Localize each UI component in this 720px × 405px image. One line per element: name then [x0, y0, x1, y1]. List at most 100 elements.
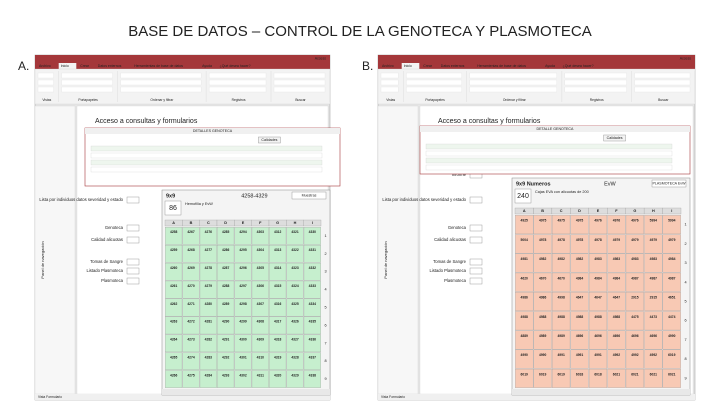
grid-cell[interactable]: [570, 311, 589, 331]
grid-cell[interactable]: [644, 215, 663, 235]
grid-cell[interactable]: [533, 215, 552, 235]
grid-cell[interactable]: [269, 316, 287, 335]
grid-cell[interactable]: [662, 253, 681, 273]
ribbon-button[interactable]: [120, 79, 202, 86]
grid-cell[interactable]: [286, 370, 304, 388]
grid-cell[interactable]: [607, 215, 626, 235]
grid-cell[interactable]: [269, 298, 287, 317]
ribbon-button[interactable]: [469, 86, 558, 93]
ribbon-button[interactable]: [564, 86, 627, 93]
grid-cell[interactable]: [234, 316, 252, 335]
grid-cell[interactable]: [217, 227, 235, 245]
grid-cell[interactable]: [552, 234, 571, 254]
grid-cell[interactable]: [662, 272, 681, 292]
grid-cell[interactable]: [269, 334, 287, 353]
ribbon-button[interactable]: [120, 86, 202, 93]
ribbon-tab[interactable]: Datos externos: [441, 64, 465, 68]
ribbon-button[interactable]: [61, 79, 113, 86]
grid-cell[interactable]: [515, 311, 534, 331]
menu-button[interactable]: [126, 196, 140, 204]
grid-cell[interactable]: [662, 292, 681, 311]
ribbon-button[interactable]: [469, 79, 558, 86]
grid-cell[interactable]: [182, 334, 200, 353]
grid-cell[interactable]: [552, 272, 571, 292]
grid-cell[interactable]: [234, 227, 252, 245]
grid-cell[interactable]: [217, 245, 235, 263]
grid-cell[interactable]: [570, 215, 589, 235]
grid-cell[interactable]: [552, 349, 571, 369]
grid-cell[interactable]: [234, 262, 252, 281]
grid-cell[interactable]: [286, 352, 304, 370]
grid-cell[interactable]: [570, 349, 589, 369]
grid-cell[interactable]: [165, 227, 183, 245]
ribbon-button[interactable]: [380, 79, 399, 86]
ribbon-button[interactable]: [120, 72, 202, 79]
ribbon-button[interactable]: [208, 72, 267, 79]
menu-button[interactable]: [469, 236, 483, 244]
grid-cell[interactable]: [625, 292, 644, 311]
grid-cell[interactable]: [217, 370, 235, 388]
grid-cell[interactable]: [199, 352, 217, 370]
menu-button[interactable]: [469, 196, 483, 204]
grid-cell[interactable]: [625, 234, 644, 254]
grid-cell[interactable]: [286, 227, 304, 245]
grid-cell[interactable]: [515, 330, 534, 350]
grid-cell[interactable]: [625, 330, 644, 350]
grid-cell[interactable]: [303, 227, 321, 245]
grid-cell[interactable]: [644, 311, 663, 331]
grid-cell[interactable]: [303, 298, 321, 317]
grid-cell[interactable]: [182, 298, 200, 317]
grid-cell[interactable]: [588, 311, 608, 331]
grid-cell[interactable]: [552, 292, 571, 311]
grid-cell[interactable]: [533, 311, 552, 331]
grid-cell[interactable]: [533, 253, 552, 273]
grid-cell[interactable]: [217, 352, 235, 370]
menu-button[interactable]: [469, 224, 483, 232]
grid-cell[interactable]: [217, 334, 235, 353]
grid-cell[interactable]: [286, 298, 304, 317]
ribbon-tab[interactable]: Inicio: [404, 64, 412, 68]
grid-cell[interactable]: [515, 272, 534, 292]
grid-cell[interactable]: [607, 368, 626, 388]
grid-cell[interactable]: [199, 280, 217, 299]
grid-cell[interactable]: [182, 245, 200, 263]
grid-cell[interactable]: [182, 262, 200, 281]
grid-cell[interactable]: [662, 311, 681, 331]
grid-cell[interactable]: [199, 262, 217, 281]
grid-cell[interactable]: [251, 227, 269, 245]
grid-cell[interactable]: [303, 245, 321, 263]
ribbon-button[interactable]: [564, 79, 627, 86]
grid-cell[interactable]: [269, 227, 287, 245]
grid-cell[interactable]: [165, 334, 183, 353]
grid-cell[interactable]: [625, 349, 644, 369]
grid-cell[interactable]: [644, 368, 663, 388]
grid-cell[interactable]: [552, 330, 571, 350]
grid-cell[interactable]: [570, 253, 589, 273]
grid-cell[interactable]: [588, 253, 608, 273]
grid-cell[interactable]: [607, 349, 626, 369]
ribbon-tab[interactable]: Ayuda: [202, 64, 212, 68]
grid-cell[interactable]: [269, 352, 287, 370]
ribbon-tab[interactable]: Datos externos: [98, 64, 122, 68]
grid-cell[interactable]: [234, 334, 252, 353]
grid-cell[interactable]: [515, 253, 534, 273]
menu-button[interactable]: [469, 267, 483, 275]
grid-cell[interactable]: [570, 292, 589, 311]
grid-button[interactable]: [651, 179, 687, 188]
grid-cell[interactable]: [533, 272, 552, 292]
grid-cell[interactable]: [199, 245, 217, 263]
ribbon-button[interactable]: [634, 79, 691, 86]
grid-cell[interactable]: [251, 316, 269, 335]
grid-cell[interactable]: [251, 245, 269, 263]
grid-cell[interactable]: [182, 280, 200, 299]
grid-cell[interactable]: [515, 215, 534, 235]
grid-cell[interactable]: [625, 253, 644, 273]
grid-cell[interactable]: [515, 292, 534, 311]
grid-cell[interactable]: [662, 330, 681, 350]
grid-cell[interactable]: [217, 262, 235, 281]
grid-cell[interactable]: [625, 311, 644, 331]
grid-cell[interactable]: [199, 334, 217, 353]
grid-cell[interactable]: [286, 262, 304, 281]
grid-cell[interactable]: [182, 316, 200, 335]
grid-cell[interactable]: [303, 334, 321, 353]
